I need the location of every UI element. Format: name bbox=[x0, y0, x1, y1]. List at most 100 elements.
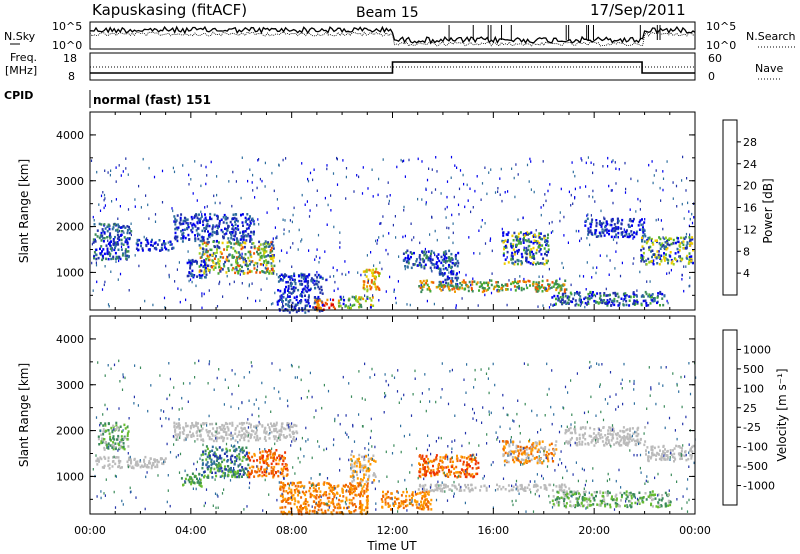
heatmap-cell bbox=[188, 477, 191, 481]
heatmap-cell bbox=[247, 217, 250, 221]
heatmap-cell bbox=[547, 452, 550, 456]
heatmap-cell bbox=[606, 304, 609, 307]
heatmap-cell bbox=[631, 224, 633, 227]
heatmap-cell bbox=[174, 217, 177, 221]
heatmap-cell bbox=[209, 216, 211, 219]
heatmap-cell bbox=[288, 422, 291, 426]
heatmap-cell bbox=[231, 223, 234, 226]
heatmap-cell bbox=[186, 226, 189, 230]
heatmap-cell bbox=[663, 255, 666, 259]
heatmap-cell bbox=[481, 219, 483, 222]
heatmap-cell bbox=[651, 241, 654, 244]
heatmap-cell bbox=[367, 279, 369, 283]
heatmap-cell bbox=[578, 437, 581, 441]
heatmap-cell bbox=[500, 287, 503, 290]
heatmap-cell bbox=[239, 238, 242, 241]
heatmap-cell bbox=[358, 296, 361, 299]
heatmap-cell bbox=[305, 511, 308, 514]
heatmap-cell bbox=[628, 219, 630, 222]
heatmap-cell bbox=[411, 496, 413, 500]
heatmap-cell bbox=[642, 251, 645, 255]
heatmap-cell bbox=[209, 271, 211, 274]
heatmap-cell bbox=[272, 256, 275, 259]
heatmap-cell bbox=[211, 259, 214, 262]
heatmap-cell bbox=[317, 295, 320, 299]
heatmap-cell bbox=[236, 264, 239, 267]
heatmap-cell bbox=[227, 465, 230, 468]
heatmap-cell bbox=[633, 257, 635, 260]
heatmap-cell bbox=[633, 231, 635, 234]
heatmap-cell bbox=[441, 468, 444, 472]
heatmap-cell bbox=[292, 242, 294, 245]
heatmap-cell bbox=[312, 178, 314, 182]
heatmap-cell bbox=[191, 258, 194, 262]
heatmap-cell bbox=[135, 247, 138, 250]
heatmap-cell bbox=[446, 268, 449, 271]
heatmap-cell bbox=[293, 502, 296, 506]
heatmap-cell bbox=[436, 471, 438, 474]
heatmap-cell bbox=[334, 280, 336, 284]
heatmap-cell bbox=[402, 490, 405, 494]
heatmap-cell bbox=[100, 440, 103, 443]
heatmap-cell bbox=[252, 459, 255, 463]
heatmap-cell bbox=[218, 436, 221, 440]
heatmap-cell bbox=[180, 477, 183, 480]
heatmap-cell bbox=[435, 286, 438, 289]
heatmap-cell bbox=[107, 251, 110, 254]
heatmap-cell bbox=[156, 460, 159, 463]
heatmap-cell bbox=[127, 208, 130, 211]
heatmap-cell bbox=[435, 454, 438, 457]
heatmap-cell bbox=[338, 305, 341, 308]
heatmap-cell bbox=[111, 200, 113, 203]
heatmap-cell bbox=[535, 240, 538, 243]
heatmap-cell bbox=[520, 252, 523, 256]
heatmap-cell bbox=[617, 231, 620, 235]
heatmap-cell bbox=[361, 478, 364, 482]
heatmap-cell bbox=[549, 287, 551, 290]
heatmap-cell bbox=[519, 231, 522, 234]
heatmap-cell bbox=[175, 422, 178, 426]
heatmap-cell bbox=[575, 302, 578, 306]
heatmap-cell bbox=[303, 287, 306, 291]
heatmap-cell bbox=[152, 244, 154, 247]
heatmap-cell bbox=[234, 456, 237, 459]
heatmap-cell bbox=[359, 468, 362, 472]
heatmap-cell bbox=[437, 253, 440, 256]
heatmap-cell bbox=[649, 302, 652, 305]
heatmap-cell bbox=[117, 225, 120, 228]
heatmap-cell bbox=[289, 246, 292, 249]
heatmap-cell bbox=[625, 303, 628, 307]
heatmap-cell bbox=[126, 254, 129, 258]
heatmap-cell bbox=[312, 489, 315, 493]
heatmap-cell bbox=[228, 241, 231, 244]
heatmap-cell bbox=[540, 213, 542, 217]
heatmap-cell bbox=[249, 240, 251, 243]
heatmap-cell bbox=[627, 223, 630, 227]
heatmap-cell bbox=[369, 287, 372, 291]
heatmap-cell bbox=[223, 436, 226, 440]
heatmap-cell bbox=[607, 156, 609, 160]
heatmap-cell bbox=[190, 229, 193, 232]
heatmap-cell bbox=[615, 167, 617, 170]
heatmap-cell bbox=[233, 280, 235, 284]
heatmap-cell bbox=[301, 193, 303, 197]
heatmap-cell bbox=[280, 294, 283, 297]
heatmap-cell bbox=[430, 469, 433, 472]
heatmap-cell bbox=[230, 263, 233, 267]
heatmap-cell bbox=[349, 475, 352, 478]
heatmap-cell bbox=[431, 191, 433, 194]
heatmap-cell bbox=[439, 270, 441, 273]
heatmap-cell bbox=[443, 473, 446, 477]
heatmap-cell bbox=[539, 232, 542, 235]
heatmap-cell bbox=[536, 286, 538, 289]
heatmap-cell bbox=[544, 288, 547, 291]
heatmap-cell bbox=[607, 165, 609, 168]
heatmap-cell bbox=[269, 422, 272, 425]
heatmap-cell bbox=[227, 255, 229, 259]
heatmap-cell bbox=[358, 175, 360, 179]
heatmap-cell bbox=[209, 232, 212, 236]
heatmap-cell bbox=[248, 466, 251, 470]
heatmap-cell bbox=[620, 222, 623, 225]
heatmap-cell bbox=[366, 504, 369, 507]
heatmap-cell bbox=[622, 303, 625, 306]
